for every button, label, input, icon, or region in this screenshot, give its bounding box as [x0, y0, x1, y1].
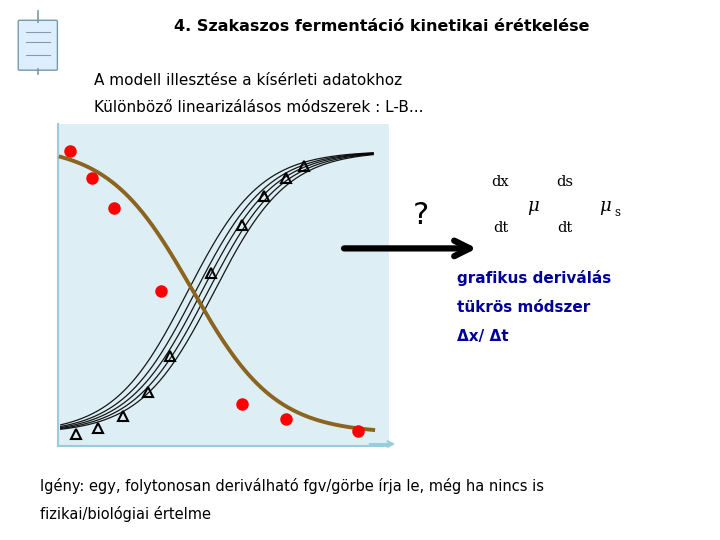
FancyBboxPatch shape [18, 20, 58, 70]
Text: Δx/ Δt: Δx/ Δt [457, 329, 509, 345]
Text: ds: ds [557, 175, 574, 189]
Text: s: s [614, 206, 620, 219]
Text: μ: μ [527, 197, 539, 215]
Text: dt: dt [492, 221, 508, 235]
Text: Különböző linearizálásos módszerek : L-B...: Különböző linearizálásos módszerek : L-B… [94, 100, 423, 115]
Text: Igény: egy, folytonosan deriválható fgv/görbe írja le, még ha nincs is: Igény: egy, folytonosan deriválható fgv/… [40, 478, 544, 494]
Text: μ: μ [599, 197, 611, 215]
Text: dx: dx [492, 175, 509, 189]
Text: dt: dt [557, 221, 573, 235]
Text: tükrös módszer: tükrös módszer [457, 300, 590, 315]
Text: ?: ? [413, 201, 429, 231]
Text: A modell illesztése a kísérleti adatokhoz: A modell illesztése a kísérleti adatokho… [94, 73, 402, 88]
Text: 4. Szakaszos fermentáció kinetikai érétkelése: 4. Szakaszos fermentáció kinetikai érétk… [174, 19, 590, 34]
Text: grafikus deriválás: grafikus deriválás [457, 270, 611, 286]
Text: fizikai/biológiai értelme: fizikai/biológiai értelme [40, 506, 210, 522]
